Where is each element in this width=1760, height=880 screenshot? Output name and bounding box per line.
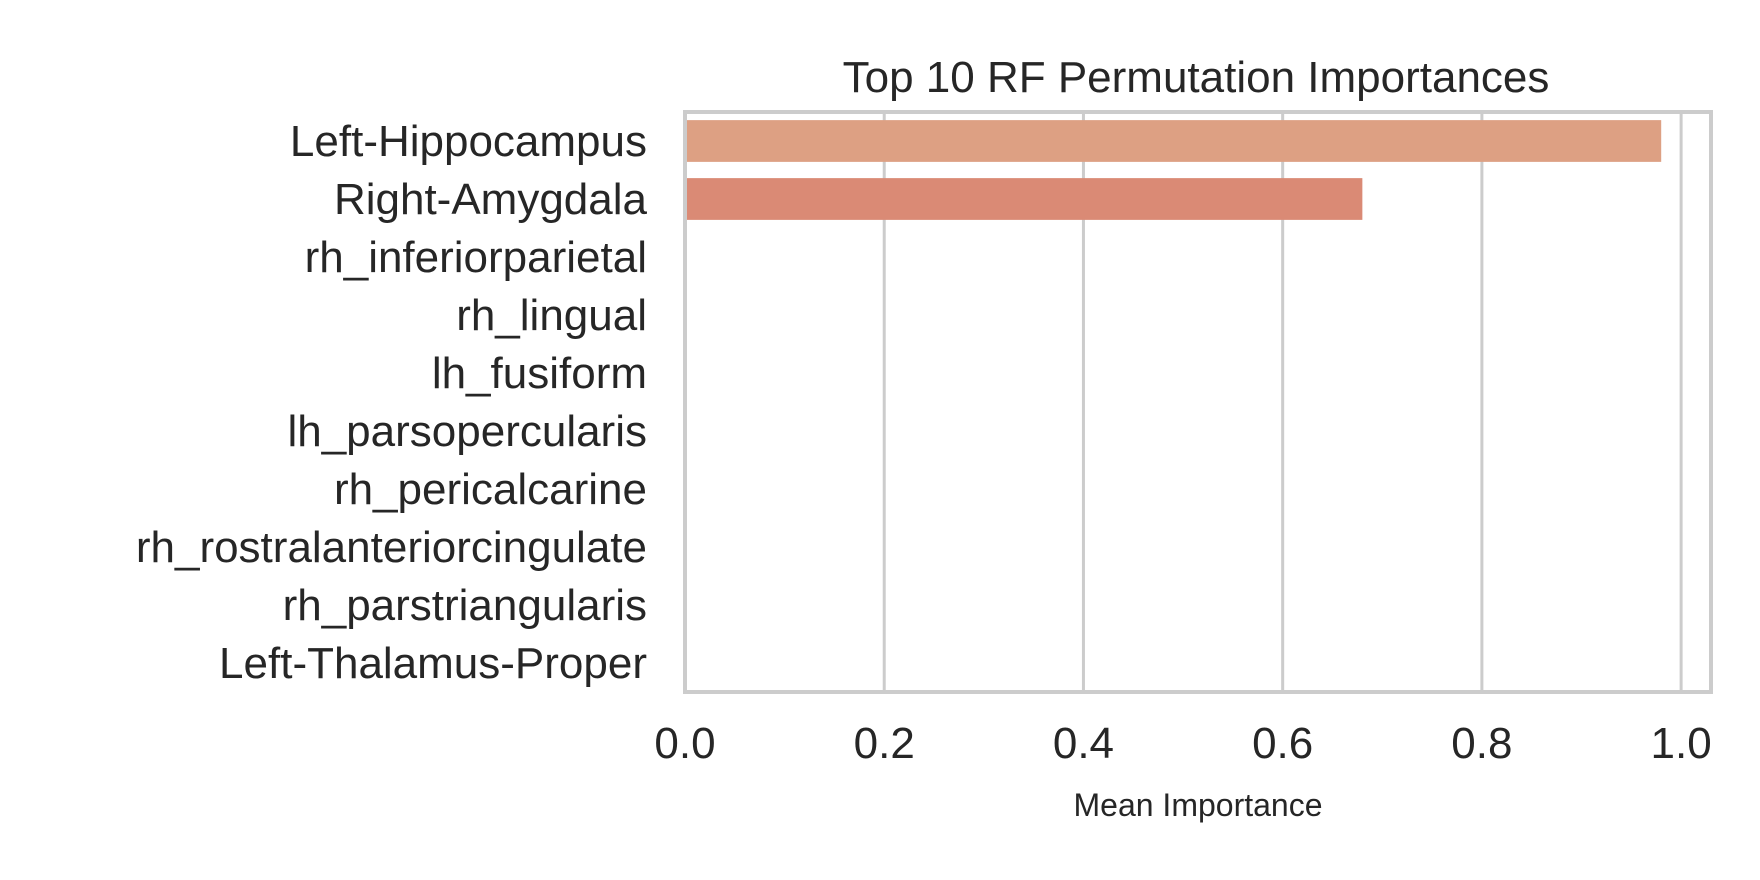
y-tick-label: Left-Hippocampus bbox=[290, 117, 647, 166]
y-tick-labels: Left-Hippocampus Right-Amygdala rh_inferio… bbox=[136, 117, 648, 688]
bar bbox=[685, 178, 1363, 220]
x-tick-label: 0.8 bbox=[1451, 719, 1512, 768]
bars bbox=[685, 120, 1662, 220]
y-tick-label: rh_pericalcarine bbox=[334, 465, 647, 514]
y-tick-label: rh_lingual bbox=[456, 291, 647, 340]
y-tick-label: lh_fusiform bbox=[432, 349, 647, 398]
x-axis-label: Mean Importance bbox=[1073, 787, 1322, 823]
x-tick-label: 1.0 bbox=[1651, 719, 1712, 768]
y-tick-label: rh_parstriangularis bbox=[283, 581, 647, 630]
x-tick-label: 0.2 bbox=[854, 719, 915, 768]
plot-frame bbox=[683, 110, 1713, 694]
x-tick-label: 0.6 bbox=[1252, 719, 1313, 768]
y-tick-label: Right-Amygdala bbox=[334, 175, 648, 224]
x-tick-labels: 0.0 0.2 0.4 0.6 0.8 1.0 bbox=[654, 719, 1711, 768]
y-tick-label: rh_inferiorparietal bbox=[305, 233, 647, 282]
chart-title: Top 10 RF Permutation Importances bbox=[843, 53, 1550, 102]
y-tick-label: Left-Thalamus-Proper bbox=[219, 639, 647, 688]
x-tick-label: 0.4 bbox=[1053, 719, 1114, 768]
y-tick-label: lh_parsopercularis bbox=[287, 407, 647, 456]
bar bbox=[685, 120, 1662, 162]
y-tick-label: rh_rostralanteriorcingulate bbox=[136, 523, 647, 572]
x-tick-label: 0.0 bbox=[654, 719, 715, 768]
